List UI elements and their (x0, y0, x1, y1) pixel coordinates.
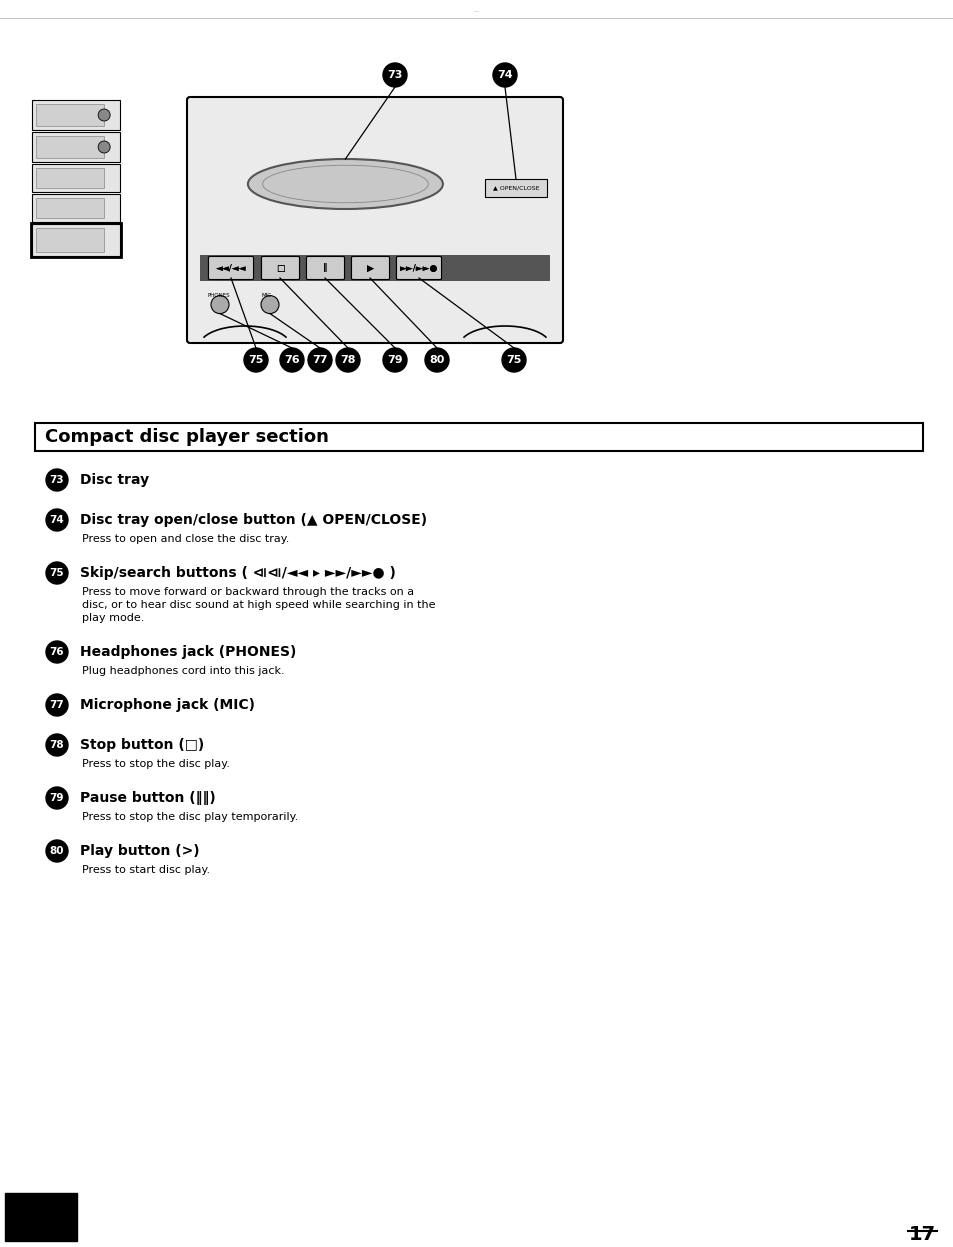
FancyBboxPatch shape (36, 104, 104, 126)
Text: 78: 78 (50, 739, 64, 749)
Text: Compact disc player section: Compact disc player section (45, 428, 329, 446)
Text: 75: 75 (50, 567, 64, 579)
Text: Plug headphones cord into this jack.: Plug headphones cord into this jack. (82, 666, 284, 676)
FancyBboxPatch shape (200, 254, 550, 281)
Circle shape (98, 141, 110, 153)
Text: Skip/search buttons ( ⧏⧏/◄◄ ▸ ►►/►►● ): Skip/search buttons ( ⧏⧏/◄◄ ▸ ►►/►►● ) (80, 566, 395, 580)
Circle shape (46, 562, 68, 584)
Ellipse shape (248, 160, 442, 209)
Text: 75: 75 (506, 355, 521, 365)
Text: disc, or to hear disc sound at high speed while searching in the: disc, or to hear disc sound at high spee… (82, 600, 435, 610)
Text: ...: ... (473, 7, 480, 12)
Text: 80: 80 (429, 355, 444, 365)
Text: Disc tray open/close button (▲ OPEN/CLOSE): Disc tray open/close button (▲ OPEN/CLOS… (80, 513, 427, 527)
Text: 79: 79 (387, 355, 402, 365)
Text: ▶: ▶ (367, 263, 374, 273)
Text: □: □ (276, 263, 284, 273)
FancyBboxPatch shape (32, 100, 120, 130)
Text: 74: 74 (50, 515, 64, 525)
Text: 73: 73 (387, 70, 402, 80)
Text: 77: 77 (50, 700, 64, 710)
Text: 73: 73 (50, 475, 64, 485)
Text: 17: 17 (907, 1225, 935, 1245)
Circle shape (382, 348, 407, 372)
FancyBboxPatch shape (396, 257, 441, 279)
Text: 76: 76 (50, 647, 64, 657)
Text: ‖: ‖ (323, 263, 328, 273)
FancyBboxPatch shape (209, 257, 253, 279)
Text: MIC: MIC (262, 293, 272, 298)
Text: 74: 74 (497, 70, 513, 80)
Text: Press to move forward or backward through the tracks on a: Press to move forward or backward throug… (82, 587, 414, 597)
FancyBboxPatch shape (36, 136, 104, 158)
Text: Play button (>): Play button (>) (80, 844, 199, 858)
Circle shape (280, 348, 304, 372)
Circle shape (335, 348, 359, 372)
FancyBboxPatch shape (32, 195, 120, 222)
Text: ‖: ‖ (323, 263, 328, 273)
FancyBboxPatch shape (306, 257, 344, 279)
Text: Disc tray: Disc tray (80, 473, 149, 488)
FancyBboxPatch shape (484, 180, 546, 197)
FancyBboxPatch shape (32, 224, 120, 256)
FancyBboxPatch shape (36, 168, 104, 188)
Circle shape (46, 840, 68, 862)
FancyBboxPatch shape (351, 257, 389, 279)
FancyBboxPatch shape (261, 257, 299, 279)
Circle shape (46, 787, 68, 809)
Text: play mode.: play mode. (82, 614, 144, 624)
FancyBboxPatch shape (36, 198, 104, 218)
Text: □: □ (276, 263, 284, 273)
Ellipse shape (262, 166, 428, 203)
FancyBboxPatch shape (32, 132, 120, 162)
Text: 75: 75 (248, 355, 263, 365)
Text: ◄◄/◄◄: ◄◄/◄◄ (215, 263, 246, 273)
Circle shape (46, 509, 68, 531)
Text: Press to stop the disc play.: Press to stop the disc play. (82, 759, 230, 769)
FancyBboxPatch shape (261, 257, 299, 279)
Circle shape (98, 108, 110, 121)
FancyBboxPatch shape (187, 97, 562, 343)
Text: 78: 78 (340, 355, 355, 365)
FancyBboxPatch shape (351, 257, 389, 279)
Circle shape (261, 296, 278, 313)
Circle shape (308, 348, 332, 372)
Circle shape (46, 641, 68, 663)
Text: 80: 80 (50, 845, 64, 855)
Text: ►►/►►●: ►►/►►● (399, 263, 437, 273)
Text: Press to open and close the disc tray.: Press to open and close the disc tray. (82, 534, 289, 544)
Circle shape (424, 348, 449, 372)
FancyBboxPatch shape (209, 257, 253, 279)
Circle shape (244, 348, 268, 372)
Text: ◄◄/◄◄: ◄◄/◄◄ (215, 263, 246, 273)
FancyBboxPatch shape (396, 257, 441, 279)
Circle shape (46, 734, 68, 756)
Text: 79: 79 (50, 793, 64, 803)
FancyBboxPatch shape (5, 1193, 77, 1241)
FancyBboxPatch shape (32, 165, 120, 192)
Circle shape (46, 695, 68, 716)
Text: 77: 77 (312, 355, 328, 365)
Text: ►►/►►●: ►►/►►● (399, 263, 437, 273)
Text: Stop button (□): Stop button (□) (80, 738, 204, 752)
Circle shape (46, 469, 68, 491)
Text: Pause button (‖‖): Pause button (‖‖) (80, 791, 215, 806)
FancyBboxPatch shape (35, 423, 923, 451)
Circle shape (211, 296, 229, 313)
Text: 76: 76 (284, 355, 299, 365)
Circle shape (493, 64, 517, 87)
Circle shape (501, 348, 525, 372)
Text: ▲ OPEN/CLOSE: ▲ OPEN/CLOSE (493, 186, 538, 191)
Circle shape (382, 64, 407, 87)
Text: ▶: ▶ (367, 263, 374, 273)
Text: PHONES: PHONES (208, 293, 231, 298)
Text: Press to start disc play.: Press to start disc play. (82, 865, 210, 875)
Text: Press to stop the disc play temporarily.: Press to stop the disc play temporarily. (82, 812, 298, 822)
FancyBboxPatch shape (306, 257, 344, 279)
FancyBboxPatch shape (36, 228, 104, 252)
Text: Headphones jack (PHONES): Headphones jack (PHONES) (80, 645, 296, 658)
Text: Microphone jack (MIC): Microphone jack (MIC) (80, 698, 254, 712)
